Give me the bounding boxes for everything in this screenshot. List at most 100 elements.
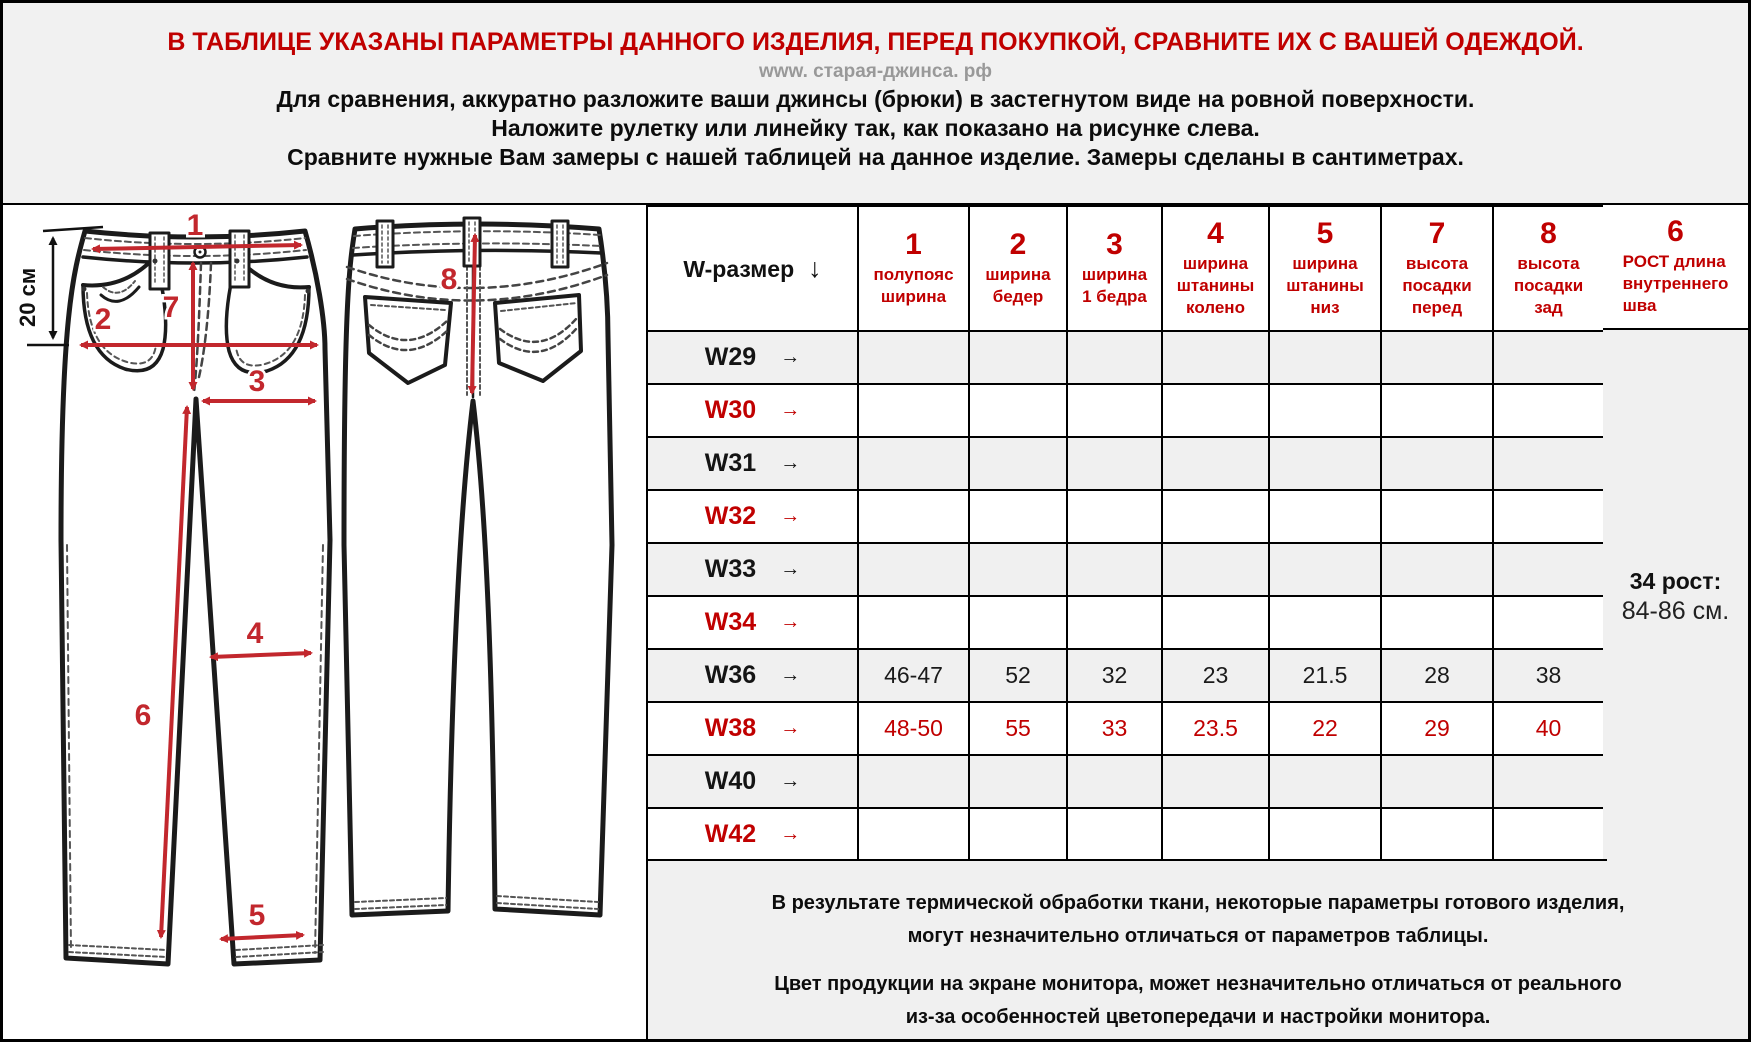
row-header-cell: W42 → — [646, 807, 859, 862]
value-cell: 28 — [1380, 648, 1494, 703]
measure-labels: 1 2 3 4 5 6 7 8 — [92, 207, 460, 935]
front-right-sideseam-stitch — [314, 544, 324, 954]
instruction-line-3: Сравните нужные Вам замеры с нашей табли… — [287, 144, 1464, 170]
value-cell — [1380, 542, 1494, 597]
value-cell: 29 — [1380, 701, 1494, 756]
measure-arrow-6 — [156, 405, 192, 939]
column-header-3: 3 ширина 1 бедра — [1066, 205, 1163, 332]
row-header-cell: W31 → — [646, 436, 859, 491]
value-cell — [1066, 754, 1163, 809]
column-header-8: 8 высота посадки зад — [1492, 205, 1605, 332]
header-band: В ТАБЛИЦЕ УКАЗАНЫ ПАРАМЕТРЫ ДАННОГО ИЗДЕ… — [3, 3, 1748, 205]
value-cell — [1268, 595, 1382, 650]
column-label: РОСТ длина внутреннего шва — [1622, 252, 1729, 315]
size-header-label: W-размер — [683, 256, 795, 282]
size-table-wrap: W-размер ↓ 1 полупояс ширина 2 ширина бедер… — [646, 205, 1605, 862]
value-cell: 23.5 — [1161, 701, 1270, 756]
value-cell — [1492, 754, 1605, 809]
value-cell — [1066, 807, 1163, 862]
value-cell — [1066, 595, 1163, 650]
waist-button-dot — [198, 250, 202, 254]
measure-label-5: 5 — [249, 899, 266, 932]
back-hem-stitch-right — [496, 895, 599, 910]
table-row: W31 → — [646, 436, 1605, 491]
measure-label-8: 8 — [441, 263, 458, 296]
value-cell — [1268, 807, 1382, 862]
value-cell — [1268, 489, 1382, 544]
value-cell — [1161, 383, 1270, 438]
back-right-pocket-stitch — [500, 302, 578, 312]
value-cell — [1268, 383, 1382, 438]
value-cell — [1066, 542, 1163, 597]
size-column-header: W-размер ↓ — [646, 205, 859, 332]
front-left-pocket-bag — [81, 255, 168, 373]
value-cell — [1161, 807, 1270, 862]
right-arrow-icon: → — [780, 346, 801, 368]
table-row: W29 → — [646, 330, 1605, 385]
value-cell: 38 — [1492, 648, 1605, 703]
table-row: W40 → — [646, 754, 1605, 809]
row-header-cell: W34 → — [646, 595, 859, 650]
column-header-5: 5 ширина штанины низ — [1268, 205, 1382, 332]
size-table: W-размер ↓ 1 полупояс ширина 2 ширина бедер… — [646, 205, 1605, 862]
value-cell — [1161, 330, 1270, 385]
right-arrow-icon: → — [780, 770, 801, 792]
table-row: W36 → 46-47 52 32 23 21.5 28 38 — [646, 648, 1605, 703]
value-cell — [968, 542, 1068, 597]
instruction-line-1: Для сравнения, аккуратно разложите ваши … — [276, 86, 1475, 112]
measure-arrow-8 — [467, 233, 480, 395]
value-cell: 46-47 — [857, 648, 970, 703]
table-row: W32 → — [646, 489, 1605, 544]
front-right-pocket-stitch — [235, 294, 306, 367]
value-cell — [968, 807, 1068, 862]
back-left-pocket-stitch — [370, 304, 446, 311]
column-label: ширина штанины колено — [1176, 254, 1255, 317]
value-cell — [1380, 595, 1494, 650]
row-header-cell: W29 → — [646, 330, 859, 385]
column-number: 3 — [1106, 228, 1123, 261]
value-cell — [857, 807, 970, 862]
value-cell — [1161, 489, 1270, 544]
coin-pocket — [99, 285, 141, 303]
value-cell — [968, 330, 1068, 385]
back-jeans-outline — [341, 221, 615, 918]
right-arrow-icon: → — [780, 505, 801, 527]
row-header-cell: W33 → — [646, 542, 859, 597]
row-size-label: W38 — [704, 714, 757, 742]
fly-stitch-2 — [197, 261, 213, 379]
value-cell — [1066, 436, 1163, 491]
value-cell — [1380, 754, 1494, 809]
back-right-pocket — [493, 293, 583, 383]
rost-column-header: 6 РОСТ длина внутреннего шва — [1603, 205, 1748, 330]
row-size-label: W29 — [704, 343, 757, 371]
measure-label-6: 6 — [135, 699, 152, 732]
rost-value-normal: 84-86 см. — [1621, 596, 1730, 625]
value-cell — [1492, 383, 1605, 438]
value-cell — [1492, 807, 1605, 862]
value-cell — [1161, 595, 1270, 650]
measure-arrow-5 — [219, 930, 305, 944]
front-hem-stitch-right — [235, 944, 324, 958]
value-cell: 22 — [1268, 701, 1382, 756]
column-label: полупояс ширина — [873, 265, 954, 306]
table-row: W42 → — [646, 807, 1605, 862]
value-cell — [857, 330, 970, 385]
value-cell — [1492, 436, 1605, 491]
value-cell — [1268, 436, 1382, 491]
size-table-body: W29 → W30 → W31 → W32 → — [646, 330, 1605, 862]
rost-column: 6 РОСТ длина внутреннего шва 34 рост: 84… — [1603, 205, 1748, 861]
measure-label-3: 3 — [249, 365, 266, 398]
front-left-pocket-stitch — [86, 292, 157, 365]
front-jeans-outline — [58, 228, 333, 967]
value-cell: 23 — [1161, 648, 1270, 703]
column-header-4: 4 ширина штанины колено — [1161, 205, 1270, 332]
page-title: В ТАБЛИЦЕ УКАЗАНЫ ПАРАМЕТРЫ ДАННОГО ИЗДЕ… — [167, 28, 1584, 56]
scale-tick-top — [42, 225, 104, 233]
row-size-label: W40 — [704, 767, 757, 795]
value-cell — [1380, 383, 1494, 438]
column-header-2: 2 ширина бедер — [968, 205, 1068, 332]
measure-label-4: 4 — [247, 617, 264, 650]
row-size-label: W32 — [704, 502, 757, 530]
value-cell: 48-50 — [857, 701, 970, 756]
